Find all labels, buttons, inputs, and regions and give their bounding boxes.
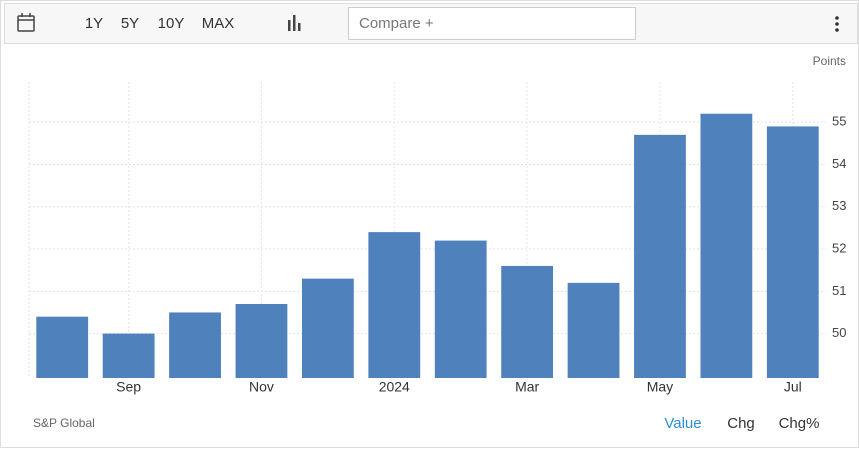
bar	[169, 312, 221, 378]
x-tick-label: Jul	[784, 379, 802, 395]
bar	[700, 113, 753, 378]
value-tab[interactable]: Chg%	[779, 415, 820, 432]
value-tab[interactable]: Chg	[727, 415, 755, 432]
x-tick-label: Mar	[515, 379, 539, 395]
bar	[36, 316, 89, 378]
y-tick-label: 52	[832, 240, 846, 255]
range-button[interactable]: MAX	[202, 15, 235, 32]
y-tick-label: 54	[832, 156, 846, 171]
range-button[interactable]: 5Y	[121, 15, 139, 32]
x-tick-label: May	[647, 379, 673, 395]
bar	[368, 232, 421, 378]
range-button[interactable]: 10Y	[158, 15, 185, 32]
bar	[102, 333, 155, 378]
bar	[301, 278, 354, 378]
bar	[766, 126, 819, 379]
bar	[235, 304, 288, 378]
chart-type-icon[interactable]	[288, 15, 301, 31]
x-tick-label: Sep	[116, 379, 141, 395]
bar	[567, 282, 620, 378]
range-button[interactable]: 1Y	[85, 15, 103, 32]
menu-icon[interactable]	[835, 16, 839, 32]
y-tick-label: 53	[832, 198, 846, 213]
calendar-icon[interactable]	[17, 13, 35, 32]
source: S&P Global	[33, 416, 95, 430]
bar	[434, 240, 487, 378]
compare-input[interactable]	[348, 7, 636, 40]
compare-placeholder[interactable]: Compare +	[359, 15, 434, 32]
x-tick-label: 2024	[379, 379, 410, 395]
y-axis-label: Points	[813, 54, 846, 68]
value-tab[interactable]: Value	[664, 415, 701, 432]
y-tick-label: 50	[832, 325, 846, 340]
x-tick-label: Nov	[249, 379, 274, 395]
y-tick-label: 51	[832, 283, 846, 298]
bar	[634, 134, 686, 378]
bar	[501, 265, 554, 378]
y-tick-label: 55	[832, 114, 846, 129]
